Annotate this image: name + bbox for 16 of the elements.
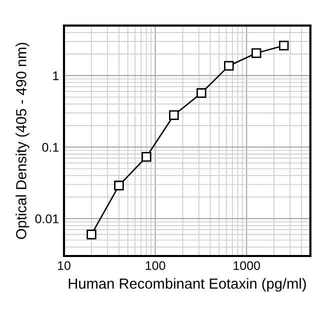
y-tick-label: 1 bbox=[53, 72, 59, 80]
point bbox=[114, 180, 124, 190]
x-tick-label: 100 bbox=[146, 261, 166, 270]
x-axis-title: Human Recombinant Eotaxin (pg/ml) bbox=[68, 278, 306, 292]
point bbox=[252, 48, 262, 58]
y-tick-label: 0.01 bbox=[35, 214, 59, 224]
x-tick-label: 10 bbox=[58, 261, 70, 270]
point bbox=[278, 40, 289, 50]
point bbox=[169, 110, 179, 120]
y-tick-label: 0.1 bbox=[42, 142, 59, 152]
point bbox=[142, 152, 152, 162]
point bbox=[224, 60, 234, 71]
point bbox=[196, 88, 206, 98]
y-axis-title: Optical Density (405 - 490 nm) bbox=[16, 42, 30, 239]
point bbox=[86, 230, 96, 240]
x-tick-label: 1000 bbox=[234, 261, 260, 270]
